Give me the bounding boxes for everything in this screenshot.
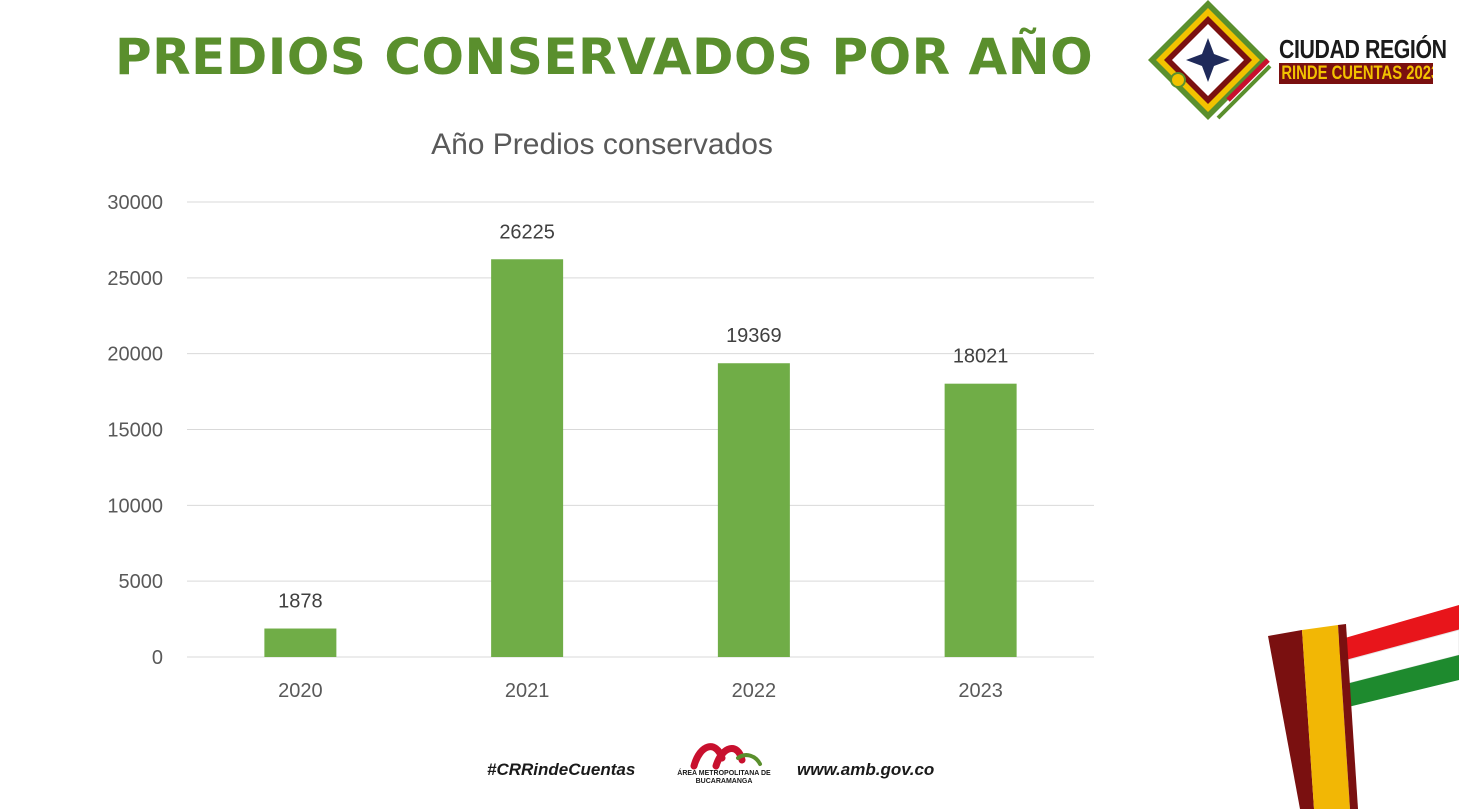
y-tick-label: 25000 (107, 268, 163, 290)
corner-flag-decoration (1268, 605, 1459, 809)
x-tick-label-2022: 2022 (732, 680, 777, 702)
logo-dot (1170, 72, 1186, 88)
chart-gridlines (187, 201, 1094, 658)
data-label-2020: 1878 (278, 591, 323, 613)
bar-2021 (491, 259, 564, 657)
star-icon (1186, 38, 1230, 82)
hashtag: #CRRindeCuentas (487, 760, 636, 779)
x-tick-label-2020: 2020 (278, 680, 323, 702)
website-link[interactable]: www.amb.gov.co (797, 760, 935, 779)
y-tick-label: 20000 (107, 344, 163, 366)
logo-subtitle: RINDE CUENTAS 2023 (1281, 63, 1433, 84)
y-tick-label: 10000 (107, 495, 163, 517)
chart-bars (264, 259, 1017, 657)
chart-y-axis: 0 5000 10000 15000 20000 25000 30000 (107, 192, 163, 669)
bar-2020 (264, 628, 337, 657)
y-tick-label: 30000 (107, 192, 163, 214)
data-label-2021: 26225 (499, 221, 555, 243)
amb-org-name: ÁREA METROPOLITANA DE BUCARAMANGA (677, 770, 771, 785)
x-tick-label-2021: 2021 (505, 680, 550, 702)
data-label-2023: 18021 (953, 346, 1009, 368)
ciudad-region-logo (1148, 0, 1272, 120)
y-tick-label: 15000 (107, 420, 163, 442)
hashtag-text: #CRRindeCuentas (487, 760, 635, 780)
chart-title: Año Predios conservados (431, 128, 773, 161)
chart-x-axis: 2020 2021 2022 2023 (278, 680, 1003, 702)
data-label-2022: 19369 (726, 325, 782, 347)
x-tick-label-2023: 2023 (958, 680, 1003, 702)
y-tick-label: 5000 (119, 571, 164, 593)
chart-data-labels: 1878 26225 19369 18021 (278, 221, 1008, 612)
logo-subtitle-badge: RINDE CUENTAS 2023 (1279, 63, 1433, 84)
y-tick-label: 0 (152, 647, 163, 669)
bar-2022 (717, 363, 790, 657)
slide-title: PREDIOS CONSERVADOS POR AÑO (115, 28, 1094, 86)
amb-logo-icon (690, 743, 762, 770)
bar-2023 (944, 383, 1017, 657)
logo-title: CIUDAD REGIÓN (1279, 34, 1447, 64)
